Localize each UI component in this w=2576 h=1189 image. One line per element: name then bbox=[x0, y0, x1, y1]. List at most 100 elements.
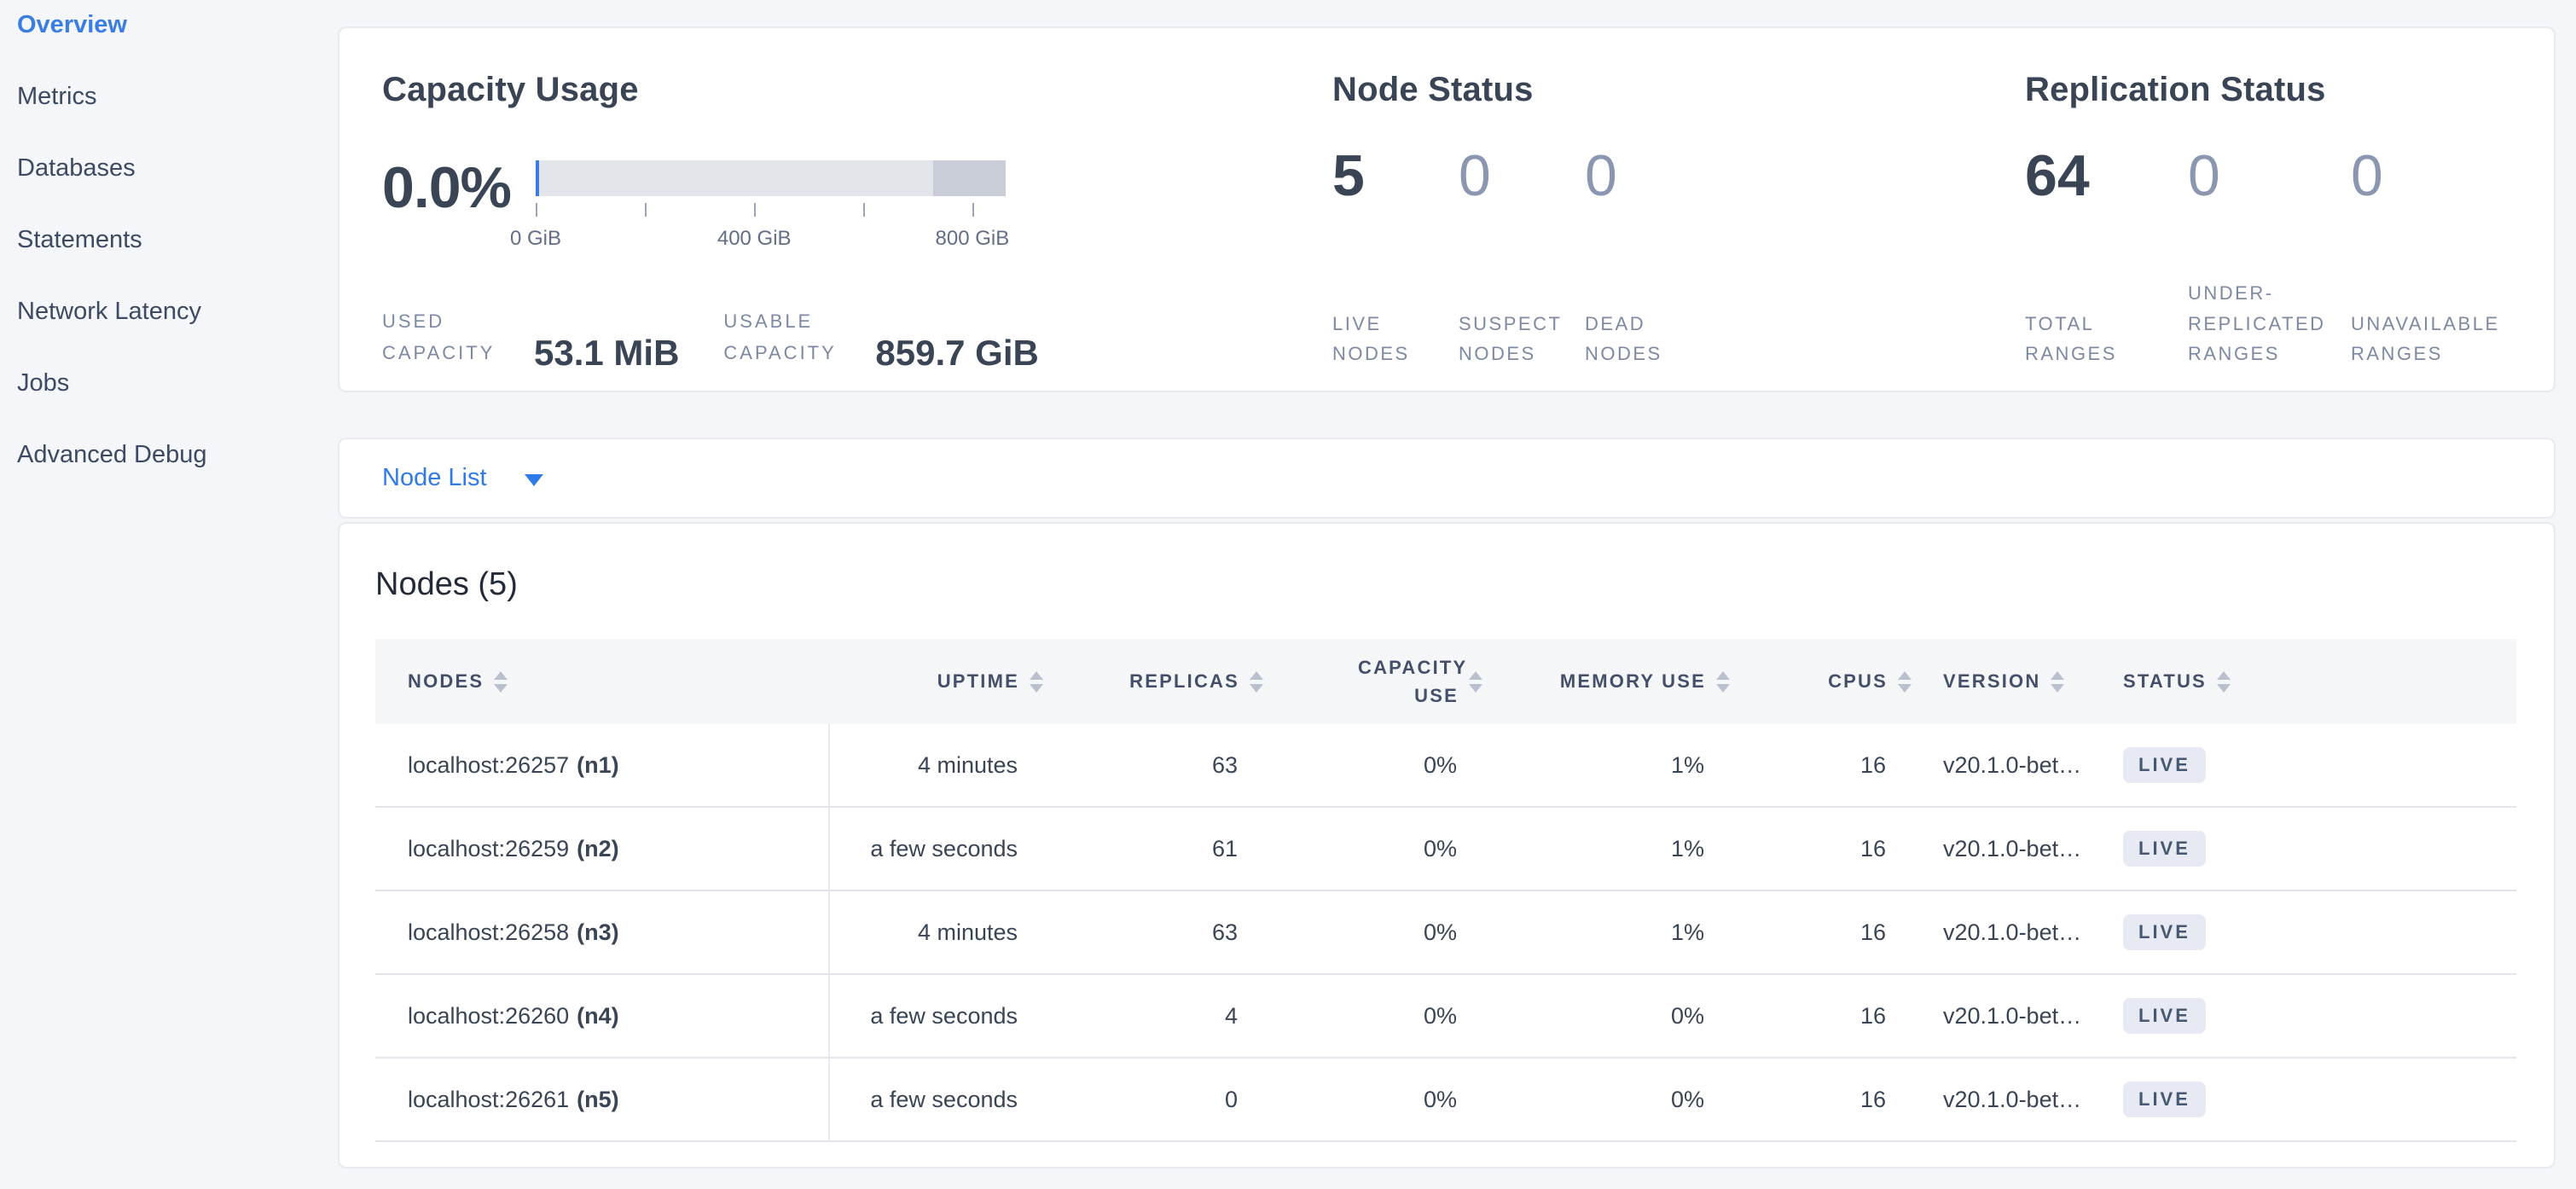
node-address-cell[interactable]: localhost:26259 (n2) bbox=[375, 808, 830, 890]
node-status-stat-value: 5 bbox=[1332, 143, 1365, 208]
sort-up-arrow bbox=[1716, 670, 1730, 680]
table-row[interactable]: localhost:26258 (n3) 4 minutes 63 0% 1% 16 v20.… bbox=[375, 891, 2516, 975]
replication-stat: 64 TOTAL RANGES bbox=[2025, 147, 2188, 368]
column-header-label: STATUS bbox=[2123, 670, 2207, 692]
tick-label: 400 GiB bbox=[717, 227, 792, 250]
version-cell: v20.1.0-bet… bbox=[1943, 835, 2082, 861]
memory-use-cell: 1% bbox=[1670, 835, 1704, 861]
node-list-dropdown-label[interactable]: Node List bbox=[382, 464, 487, 491]
replication-stat-value: 0 bbox=[2188, 143, 2220, 208]
main-content: Capacity Usage 0.0% 0 GiB 400 GiB 800 GiB … bbox=[338, 0, 2556, 1169]
column-header-status[interactable]: STATUS bbox=[2123, 670, 2345, 693]
row-filler bbox=[2345, 724, 2516, 806]
memory-use-cell: 1% bbox=[1670, 919, 1704, 945]
capacity-percent-value: 0.0% bbox=[382, 155, 512, 220]
replicas-cell: 61 bbox=[1211, 835, 1238, 861]
capacity-use-cell: 0% bbox=[1423, 835, 1457, 861]
status-badge: LIVE bbox=[2123, 998, 2206, 1034]
node-address[interactable]: localhost:26257 bbox=[408, 751, 570, 778]
node-status-stat: 0 SUSPECT NODES bbox=[1459, 147, 1585, 368]
tick-mark bbox=[644, 203, 647, 217]
sort-up-arrow bbox=[2216, 670, 2231, 680]
sort-down-arrow bbox=[494, 683, 508, 693]
sort-up-arrow bbox=[494, 670, 508, 680]
cluster-summary-card: Capacity Usage 0.0% 0 GiB 400 GiB 800 GiB … bbox=[338, 26, 2556, 392]
capacity-usage-title: Capacity Usage bbox=[382, 71, 639, 108]
table-row[interactable]: localhost:26259 (n2) a few seconds 61 0% 1% 16… bbox=[375, 808, 2516, 891]
sidebar-item-advanced-debug[interactable]: Advanced Debug bbox=[17, 440, 207, 468]
column-header-label: VERSION bbox=[1943, 670, 2041, 692]
node-address[interactable]: localhost:26259 bbox=[408, 835, 570, 861]
uptime-cell: a few seconds bbox=[870, 835, 1018, 861]
status-cell: LIVE bbox=[2123, 724, 2345, 806]
node-id: (n2) bbox=[577, 835, 619, 861]
node-address-cell[interactable]: localhost:26258 (n3) bbox=[375, 891, 830, 973]
node-address-cell[interactable]: localhost:26257 (n1) bbox=[375, 724, 830, 806]
row-filler bbox=[2345, 891, 2516, 973]
node-list-dropdown[interactable]: Node List bbox=[338, 438, 2556, 519]
replication-stat-value: 64 bbox=[2025, 143, 2090, 208]
node-address-cell[interactable]: localhost:26260 (n4) bbox=[375, 975, 830, 1057]
replication-stat-label: UNAVAILABLE RANGES bbox=[2351, 312, 2500, 364]
nodes-table-header: NODES UPTIME REPLICAS CAPACITY USE MEMORY US… bbox=[375, 639, 2516, 724]
table-row[interactable]: localhost:26261 (n5) a few seconds 0 0% 0% 16 v… bbox=[375, 1058, 2516, 1142]
capacity-use-cell: 0% bbox=[1423, 1002, 1457, 1029]
column-header-label: UPTIME bbox=[937, 670, 1019, 692]
column-header-replicas[interactable]: REPLICAS bbox=[1018, 670, 1263, 693]
capacity-meter-row: 0.0% 0 GiB 400 GiB 800 GiB bbox=[382, 148, 1332, 256]
sidebar-item-overview[interactable]: Overview bbox=[17, 10, 127, 38]
replication-stat-value: 0 bbox=[2351, 143, 2383, 208]
sidebar-item-jobs[interactable]: Jobs bbox=[17, 368, 70, 397]
sort-icon bbox=[1716, 670, 1730, 693]
nodes-table-body: localhost:26257 (n1) 4 minutes 63 0% 1% 16 v20.… bbox=[375, 724, 2516, 1142]
sort-down-arrow bbox=[1030, 683, 1043, 693]
uptime-cell: a few seconds bbox=[870, 1002, 1018, 1029]
used-capacity-value: 53.1 MiB bbox=[534, 332, 680, 373]
node-status-section: Node Status 5 LIVE NODES 0 SUSPECT NODES 0 DE… bbox=[1332, 28, 2025, 391]
capacity-bar-used-segment bbox=[536, 160, 539, 196]
node-address[interactable]: localhost:26260 bbox=[408, 1002, 570, 1029]
column-header-nodes[interactable]: NODES bbox=[375, 670, 830, 693]
replication-status-title: Replication Status bbox=[2025, 71, 2326, 108]
table-row[interactable]: localhost:26260 (n4) a few seconds 4 0% 0% 16 v… bbox=[375, 975, 2516, 1058]
table-row[interactable]: localhost:26257 (n1) 4 minutes 63 0% 1% 16 v20.… bbox=[375, 724, 2516, 808]
sidebar-item-metrics[interactable]: Metrics bbox=[17, 82, 97, 110]
usable-capacity-value: 859.7 GiB bbox=[875, 332, 1039, 373]
sort-icon bbox=[1469, 670, 1482, 693]
column-header-version[interactable]: VERSION bbox=[1886, 670, 2123, 693]
sidebar-nav: Overview Metrics Databases Statements Networ… bbox=[0, 0, 338, 490]
sort-icon bbox=[2216, 670, 2231, 693]
node-status-stat-label: LIVE NODES bbox=[1332, 312, 1410, 364]
memory-use-cell: 1% bbox=[1670, 751, 1704, 778]
replicas-cell: 4 bbox=[1224, 1002, 1238, 1029]
sort-up-arrow bbox=[2051, 670, 2065, 680]
node-address[interactable]: localhost:26261 bbox=[408, 1086, 570, 1112]
cpus-cell: 16 bbox=[1859, 1002, 1886, 1029]
node-id: (n1) bbox=[577, 751, 619, 778]
sort-up-arrow bbox=[1469, 670, 1482, 680]
column-header-memory-use[interactable]: MEMORY USE bbox=[1457, 670, 1730, 693]
sidebar-item-network-latency[interactable]: Network Latency bbox=[17, 297, 201, 325]
replication-stat: 0 UNDER-REPLICATED RANGES bbox=[2188, 147, 2351, 368]
capacity-use-cell: 0% bbox=[1423, 1086, 1457, 1112]
replicas-cell: 0 bbox=[1224, 1086, 1238, 1112]
tick-mark bbox=[536, 203, 537, 217]
capacity-use-cell: 0% bbox=[1423, 919, 1457, 945]
cpus-cell: 16 bbox=[1859, 919, 1886, 945]
column-header-uptime[interactable]: UPTIME bbox=[830, 670, 1043, 693]
status-badge: LIVE bbox=[2123, 831, 2206, 867]
sidebar-item-databases[interactable]: Databases bbox=[17, 154, 136, 182]
sort-icon bbox=[1030, 670, 1043, 693]
node-address-cell[interactable]: localhost:26261 (n5) bbox=[375, 1058, 830, 1140]
replication-stat: 0 UNAVAILABLE RANGES bbox=[2351, 147, 2514, 368]
status-cell: LIVE bbox=[2123, 1058, 2345, 1140]
column-header-cpus[interactable]: CPUS bbox=[1704, 670, 1912, 693]
sidebar-item-statements[interactable]: Statements bbox=[17, 225, 142, 253]
node-status-stat-value: 0 bbox=[1585, 143, 1617, 208]
chevron-down-icon bbox=[524, 474, 543, 486]
node-address[interactable]: localhost:26258 bbox=[408, 919, 570, 945]
tick-label: 800 GiB bbox=[935, 227, 1010, 250]
version-cell: v20.1.0-bet… bbox=[1943, 751, 2082, 778]
sort-up-arrow bbox=[1250, 670, 1263, 680]
column-header-capacity-use[interactable]: CAPACITY USE bbox=[1238, 653, 1482, 710]
